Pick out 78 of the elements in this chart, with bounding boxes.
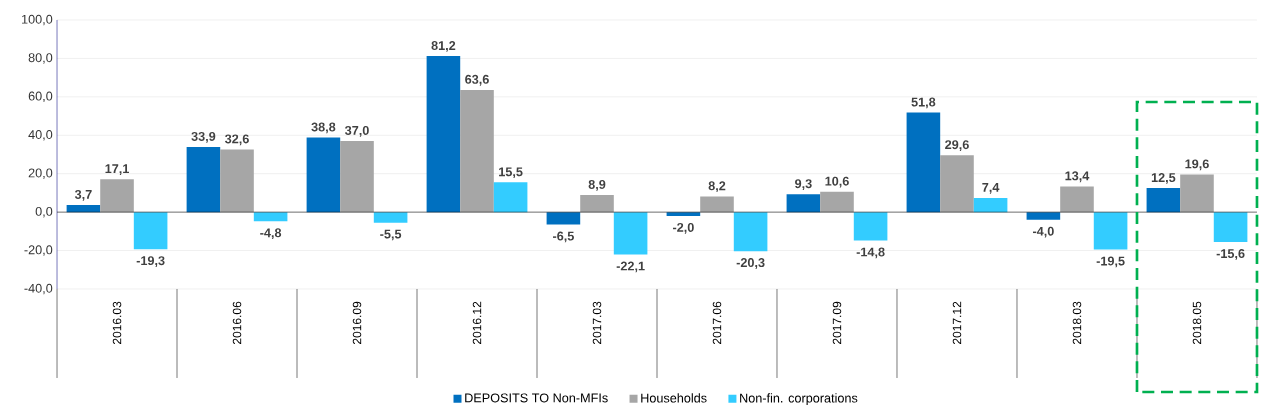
data-label: 19,6 <box>1185 159 1209 171</box>
data-label: 12,5 <box>1151 173 1176 184</box>
bar <box>700 196 734 213</box>
data-label: 33,9 <box>191 131 216 143</box>
data-label: 13,4 <box>1065 171 1090 183</box>
x-tick-label: 2016.03 <box>112 301 122 345</box>
bar <box>186 147 221 213</box>
y-tick-label: -40,0 <box>24 283 53 295</box>
data-label: 3,7 <box>74 189 92 201</box>
data-label: -22,1 <box>616 261 645 273</box>
bar <box>546 212 581 225</box>
bar <box>1180 174 1214 213</box>
bar <box>1146 188 1181 213</box>
bar <box>820 191 854 213</box>
bar <box>733 212 768 252</box>
bar <box>973 197 1008 213</box>
legend-label: DEPOSITS TO Non-MFIs <box>465 393 608 403</box>
bar <box>853 212 888 241</box>
x-tick-label: 2018.05 <box>1192 301 1202 345</box>
bar <box>1213 212 1248 243</box>
data-label: 81,2 <box>431 41 456 52</box>
bar <box>493 182 528 213</box>
bar <box>373 212 408 223</box>
bar <box>613 212 648 255</box>
y-tick-label: 80,0 <box>28 53 53 64</box>
x-tick-label: 2017.12 <box>952 301 962 345</box>
data-label: 9,3 <box>795 179 812 190</box>
y-tick-label: 20,0 <box>28 168 53 179</box>
bar <box>340 141 374 213</box>
data-label: 17,1 <box>105 164 129 176</box>
x-tick-label: 2016.06 <box>232 301 242 345</box>
x-tick-label: 2016.09 <box>352 301 362 345</box>
x-tick-label: 2017.06 <box>712 301 722 345</box>
data-label: -6,5 <box>552 231 574 243</box>
data-label: -4,0 <box>1032 226 1054 238</box>
data-label: -14,8 <box>856 247 885 259</box>
data-label: -15,6 <box>1216 249 1245 260</box>
x-tick-label: 2017.09 <box>832 301 842 345</box>
data-label: 63,6 <box>465 74 489 86</box>
data-label: 15,5 <box>499 167 523 179</box>
data-label: -20,3 <box>736 258 765 269</box>
y-tick-label: -20,0 <box>24 245 53 256</box>
data-label: 10,6 <box>825 176 849 188</box>
data-label: -19,5 <box>1096 256 1125 268</box>
bar <box>306 137 341 213</box>
bar <box>1093 212 1128 250</box>
data-label: -2,0 <box>672 222 694 234</box>
data-label: 7,4 <box>982 182 1000 194</box>
data-label: 51,8 <box>911 97 936 109</box>
data-label: 8,2 <box>708 181 726 193</box>
bar <box>906 112 941 213</box>
bar <box>786 194 821 213</box>
data-label: 8,9 <box>588 179 606 191</box>
data-label: 32,6 <box>224 134 249 146</box>
bar <box>100 179 134 213</box>
bar <box>426 56 461 213</box>
x-tick-label: 2017.03 <box>592 301 602 345</box>
y-tick-label: 40,0 <box>28 130 53 141</box>
data-label: -19,3 <box>136 256 165 267</box>
bar <box>1060 186 1094 213</box>
bar <box>940 155 974 213</box>
data-label: 37,0 <box>344 125 369 137</box>
bar <box>1026 212 1061 220</box>
data-label: -4,8 <box>260 228 282 240</box>
data-label: 29,6 <box>945 140 969 151</box>
data-label: 38,8 <box>311 122 336 134</box>
bar <box>460 89 494 213</box>
bar <box>580 195 614 213</box>
legend-label: Households <box>641 393 707 403</box>
bar <box>220 149 254 213</box>
y-tick-label: 60,0 <box>28 91 53 103</box>
y-tick-label: 0,0 <box>35 206 53 218</box>
bar <box>133 212 168 250</box>
y-tick-label: 100,0 <box>22 14 53 26</box>
x-tick-label: 2018.03 <box>1072 301 1082 345</box>
x-tick-label: 2016.12 <box>472 301 482 345</box>
legend-label: Non-fin. corporations <box>740 393 858 406</box>
data-label: -5,5 <box>380 229 402 241</box>
